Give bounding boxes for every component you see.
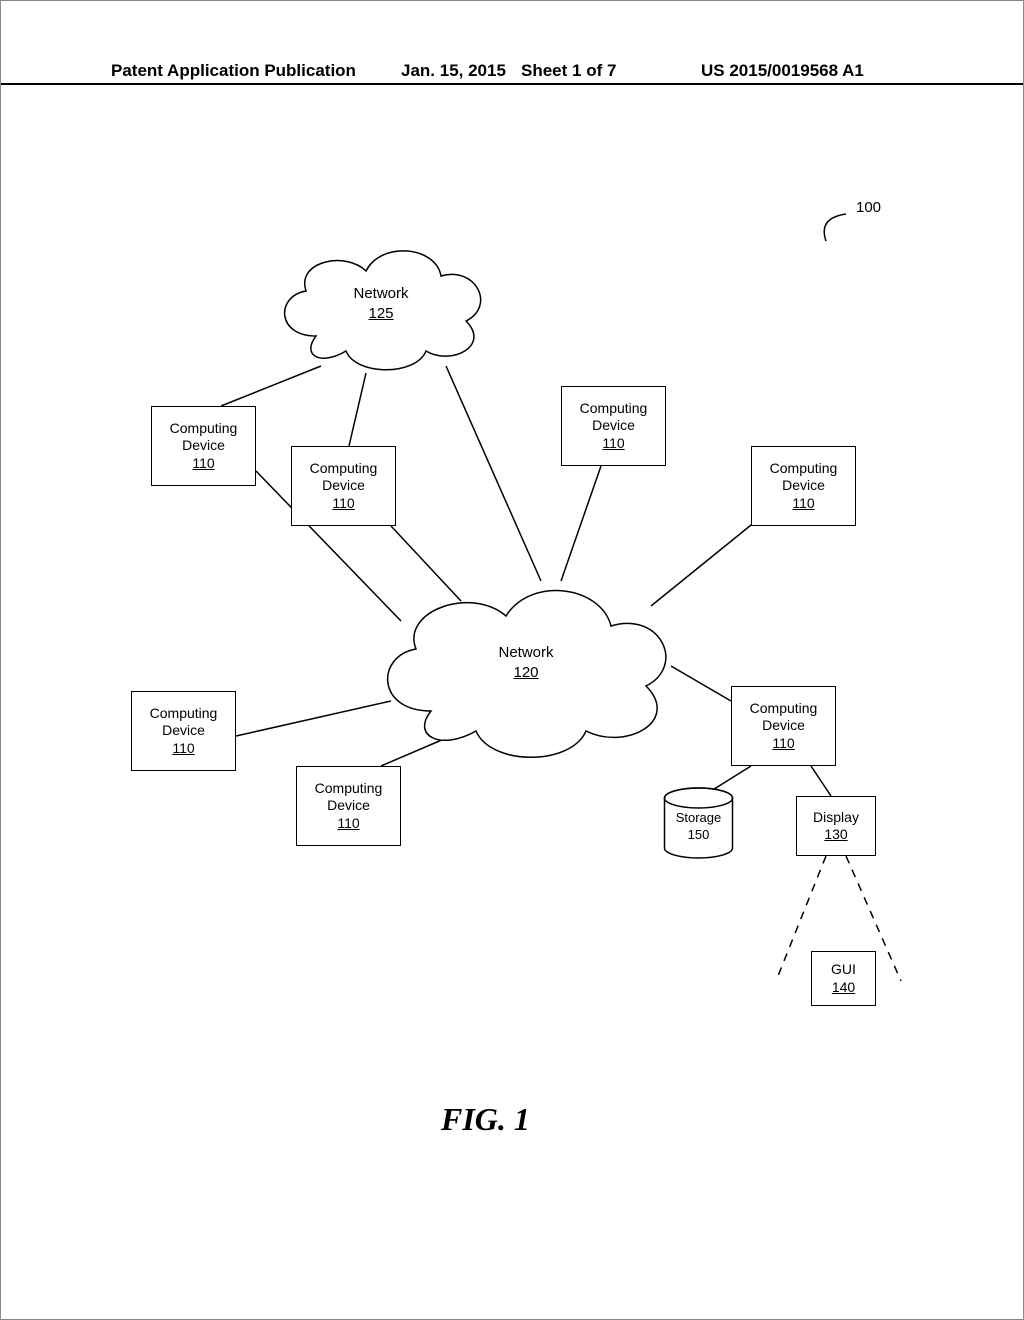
storage-ref: 150 <box>688 827 710 842</box>
computing-device-6: Computing Device 110 <box>296 766 401 846</box>
computing-device-4: Computing Device 110 <box>751 446 856 526</box>
storage-cylinder: Storage 150 <box>661 786 736 861</box>
computing-device-5: Computing Device 110 <box>131 691 236 771</box>
cloud-125-label: Network <box>353 285 408 302</box>
cd2-ref: 110 <box>332 495 354 513</box>
cd3-ref: 110 <box>602 435 624 453</box>
cd5-ref: 110 <box>172 740 194 758</box>
cd7-ref: 110 <box>772 735 794 753</box>
cloud-network-125: Network 125 <box>266 236 496 376</box>
computing-device-3: Computing Device 110 <box>561 386 666 466</box>
cloud-120-ref: 120 <box>513 664 538 681</box>
computing-device-1: Computing Device 110 <box>151 406 256 486</box>
cd1-ref: 110 <box>192 455 214 473</box>
cd2-label: Computing Device <box>310 460 378 495</box>
storage-label: Storage <box>676 810 722 825</box>
gui-ref: 140 <box>832 979 855 997</box>
display-label: Display <box>813 809 859 827</box>
cd4-ref: 110 <box>792 495 814 513</box>
cloud-network-120: Network 120 <box>371 571 681 761</box>
header-date: Jan. 15, 2015 <box>401 61 506 81</box>
figure-caption: FIG. 1 <box>441 1101 530 1138</box>
cd5-label: Computing Device <box>150 705 218 740</box>
gui-box: GUI 140 <box>811 951 876 1006</box>
system-ref-100: 100 <box>856 199 881 216</box>
cd4-label: Computing Device <box>770 460 838 495</box>
display-box: Display 130 <box>796 796 876 856</box>
page-frame: Patent Application Publication Jan. 15, … <box>0 0 1024 1320</box>
cd1-label: Computing Device <box>170 420 238 455</box>
cloud-120-label: Network <box>498 644 553 661</box>
header-sheet: Sheet 1 of 7 <box>521 61 616 81</box>
cd7-label: Computing Device <box>750 700 818 735</box>
header-pubnum: US 2015/0019568 A1 <box>701 61 864 81</box>
cd6-ref: 110 <box>337 815 359 833</box>
cloud-125-ref: 125 <box>368 305 393 322</box>
display-ref: 130 <box>824 826 847 844</box>
figure-1-diagram: Network 125 Network 120 Computing Device… <box>91 191 911 991</box>
cd6-label: Computing Device <box>315 780 383 815</box>
gui-label: GUI <box>831 961 856 979</box>
header-publication: Patent Application Publication <box>111 61 356 81</box>
header-rule <box>1 83 1023 85</box>
cd3-label: Computing Device <box>580 400 648 435</box>
computing-device-7: Computing Device 110 <box>731 686 836 766</box>
computing-device-2: Computing Device 110 <box>291 446 396 526</box>
